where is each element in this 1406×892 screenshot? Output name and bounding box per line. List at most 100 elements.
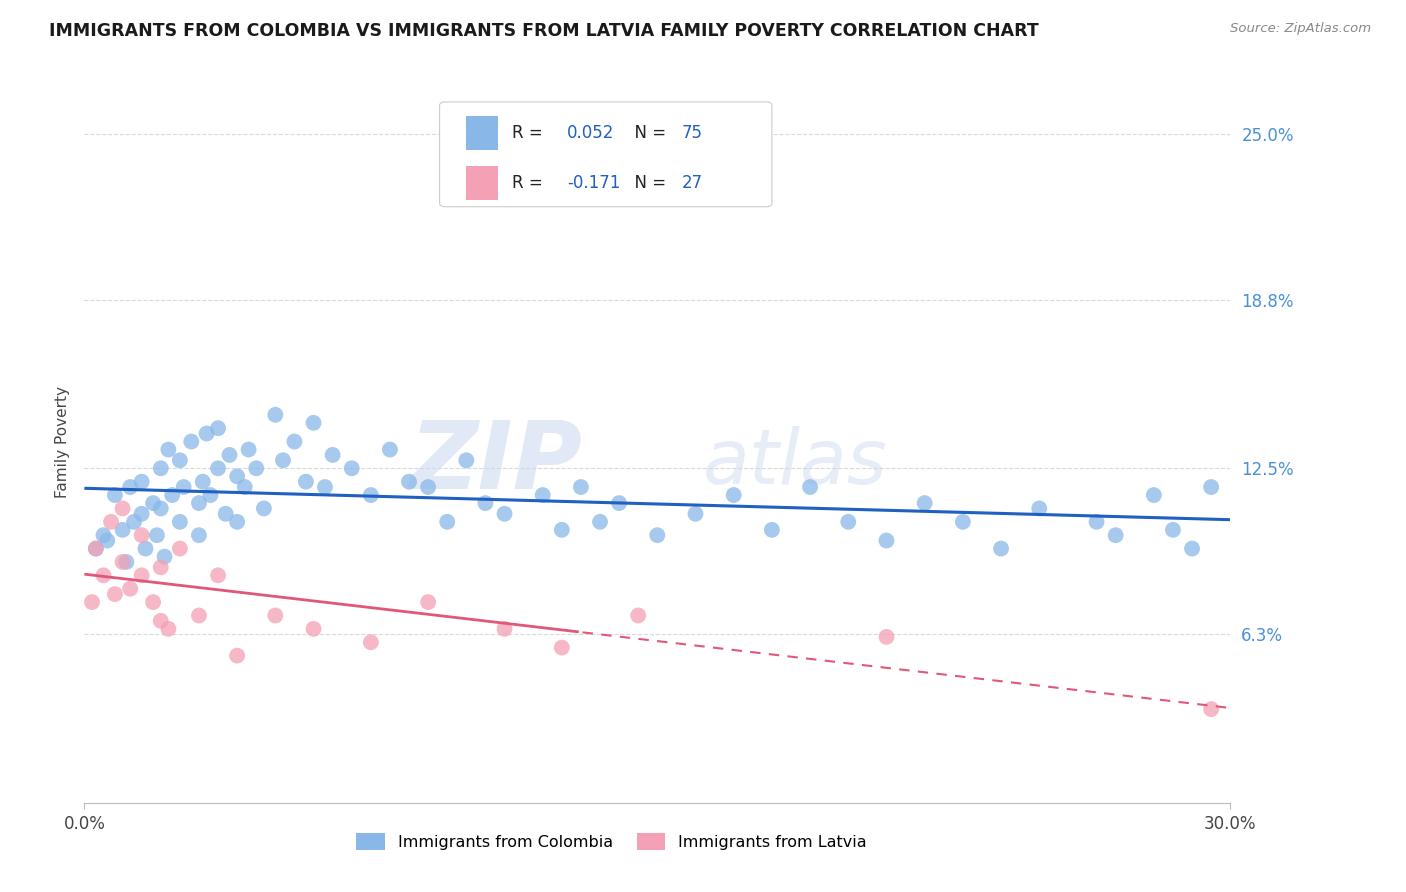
Point (245, 461, 267, 475)
Point (1143, 488, 1166, 502)
Point (418, 595, 440, 609)
Point (295, 475, 318, 489)
Point (146, 528, 169, 542)
Point (799, 480, 821, 494)
Point (84, 541, 107, 556)
Point (875, 630, 898, 644)
Legend: Immigrants from Colombia, Immigrants from Latvia: Immigrants from Colombia, Immigrants fro… (350, 827, 873, 856)
Point (207, 421, 229, 435)
Point (226, 648, 249, 663)
Point (100, 515, 122, 529)
Text: atlas: atlas (703, 426, 887, 500)
Point (837, 515, 859, 529)
Point (188, 528, 211, 542)
Point (378, 442, 401, 457)
Point (96, 533, 118, 548)
Point (122, 515, 145, 529)
Point (149, 614, 172, 628)
Point (685, 507, 707, 521)
Point (360, 635, 382, 649)
Point (160, 488, 183, 502)
Text: 75: 75 (682, 124, 703, 142)
Point (264, 608, 287, 623)
Point (131, 475, 153, 489)
Point (990, 541, 1012, 556)
Point (226, 469, 249, 483)
Point (952, 515, 974, 529)
Point (723, 488, 745, 502)
Point (226, 515, 249, 529)
Point (142, 595, 165, 609)
Point (218, 448, 240, 462)
Text: 27: 27 (682, 174, 703, 192)
Point (134, 541, 156, 556)
Point (157, 442, 180, 457)
Point (283, 434, 305, 449)
Point (84, 541, 107, 556)
Point (551, 523, 574, 537)
FancyBboxPatch shape (465, 166, 498, 200)
Point (200, 488, 222, 502)
Text: ZIP: ZIP (411, 417, 583, 509)
Point (875, 533, 898, 548)
Point (93, 568, 115, 582)
Point (253, 501, 276, 516)
Point (607, 496, 630, 510)
Point (120, 582, 142, 596)
Point (169, 453, 191, 467)
Point (314, 480, 336, 494)
Point (111, 523, 134, 537)
Point (1181, 541, 1204, 556)
Point (238, 442, 260, 457)
Point (271, 453, 294, 467)
Text: Source: ZipAtlas.com: Source: ZipAtlas.com (1230, 22, 1371, 36)
Point (195, 426, 218, 441)
Text: IMMIGRANTS FROM COLOMBIA VS IMMIGRANTS FROM LATVIA FAMILY POVERTY CORRELATION CH: IMMIGRANTS FROM COLOMBIA VS IMMIGRANTS F… (49, 22, 1039, 40)
Point (149, 560, 172, 574)
Point (302, 416, 325, 430)
Point (494, 507, 516, 521)
Point (169, 541, 191, 556)
Point (569, 480, 592, 494)
Point (104, 488, 127, 502)
Text: R =: R = (512, 124, 548, 142)
Point (207, 461, 229, 475)
Point (188, 608, 211, 623)
Point (474, 496, 496, 510)
Point (233, 480, 256, 494)
Point (191, 475, 214, 489)
Point (93, 528, 115, 542)
Point (142, 496, 165, 510)
Point (418, 480, 440, 494)
Point (761, 523, 783, 537)
Point (589, 515, 612, 529)
Point (340, 461, 363, 475)
Point (207, 568, 229, 582)
Text: 0.052: 0.052 (567, 124, 614, 142)
Point (647, 528, 669, 542)
Text: N =: N = (624, 174, 672, 192)
Point (180, 434, 202, 449)
Point (149, 461, 172, 475)
Point (215, 507, 238, 521)
Point (627, 608, 650, 623)
Point (302, 622, 325, 636)
Point (914, 496, 936, 510)
Point (1085, 515, 1108, 529)
Point (264, 408, 287, 422)
FancyBboxPatch shape (465, 116, 498, 151)
Text: N =: N = (624, 124, 672, 142)
Point (153, 549, 176, 564)
Text: -0.171: -0.171 (567, 174, 620, 192)
Point (188, 496, 211, 510)
Y-axis label: Family Poverty: Family Poverty (55, 385, 70, 498)
Point (149, 501, 172, 516)
Point (551, 640, 574, 655)
Point (436, 515, 458, 529)
Point (157, 622, 180, 636)
Point (80, 595, 103, 609)
Point (531, 488, 554, 502)
Point (173, 480, 195, 494)
Point (131, 507, 153, 521)
Point (1199, 702, 1222, 716)
